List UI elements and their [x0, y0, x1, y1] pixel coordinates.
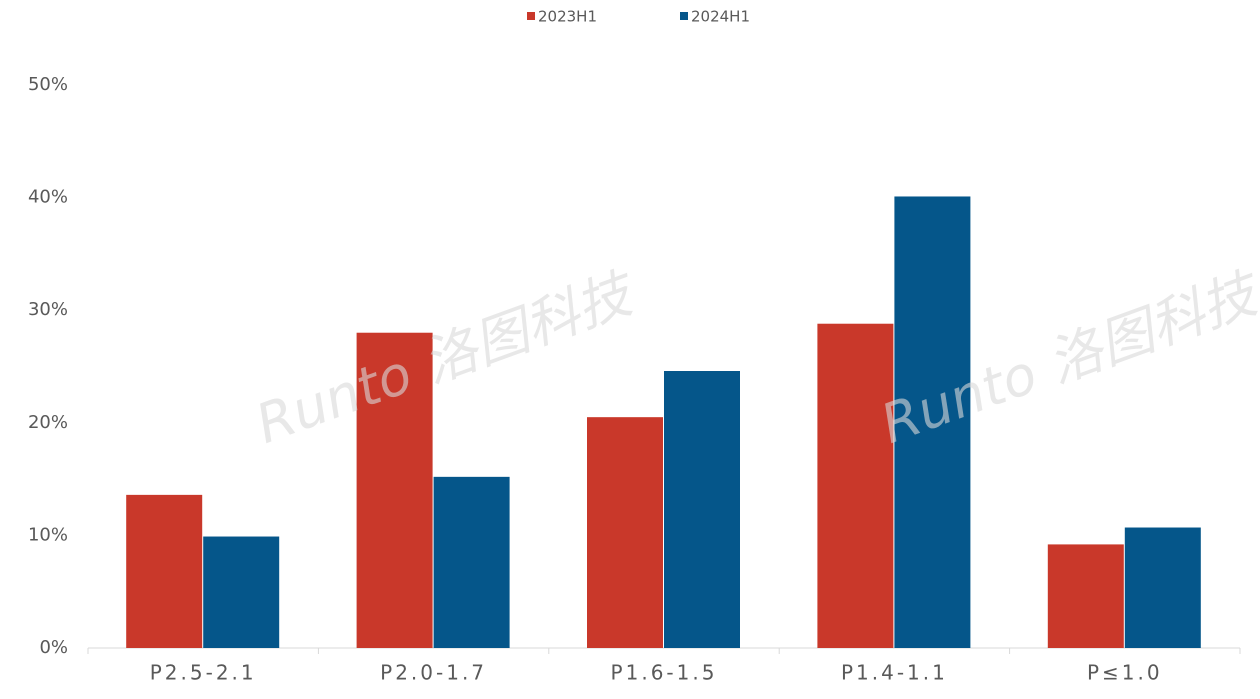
bar — [1124, 527, 1201, 648]
x-tick-label: P2.0-1.7 — [380, 661, 487, 685]
legend-label: 2024H1 — [691, 8, 750, 26]
bar — [664, 371, 740, 648]
bar — [587, 417, 663, 648]
x-tick-label: P2.5-2.1 — [150, 661, 257, 685]
bar — [203, 536, 280, 648]
watermark: Runto 洛图科技 — [248, 260, 645, 456]
x-tick-label: P1.4-1.1 — [841, 661, 948, 685]
y-tick-label: 0% — [39, 637, 68, 658]
bar — [356, 332, 433, 648]
legend-swatch — [680, 12, 688, 20]
y-tick-label: 40% — [28, 187, 68, 208]
legend-label: 2023H1 — [538, 8, 597, 26]
y-tick-label: 10% — [28, 524, 68, 545]
x-tick-label: P≤1.0 — [1087, 661, 1163, 685]
bar — [1047, 544, 1124, 648]
y-tick-label: 30% — [28, 299, 68, 320]
y-tick-label: 50% — [28, 74, 68, 95]
x-tick-label: P1.6-1.5 — [611, 661, 718, 685]
y-tick-label: 20% — [28, 412, 68, 433]
bar — [126, 494, 203, 648]
bar — [894, 196, 971, 648]
bar — [817, 323, 894, 648]
bar — [433, 476, 510, 648]
legend-swatch — [527, 12, 535, 20]
